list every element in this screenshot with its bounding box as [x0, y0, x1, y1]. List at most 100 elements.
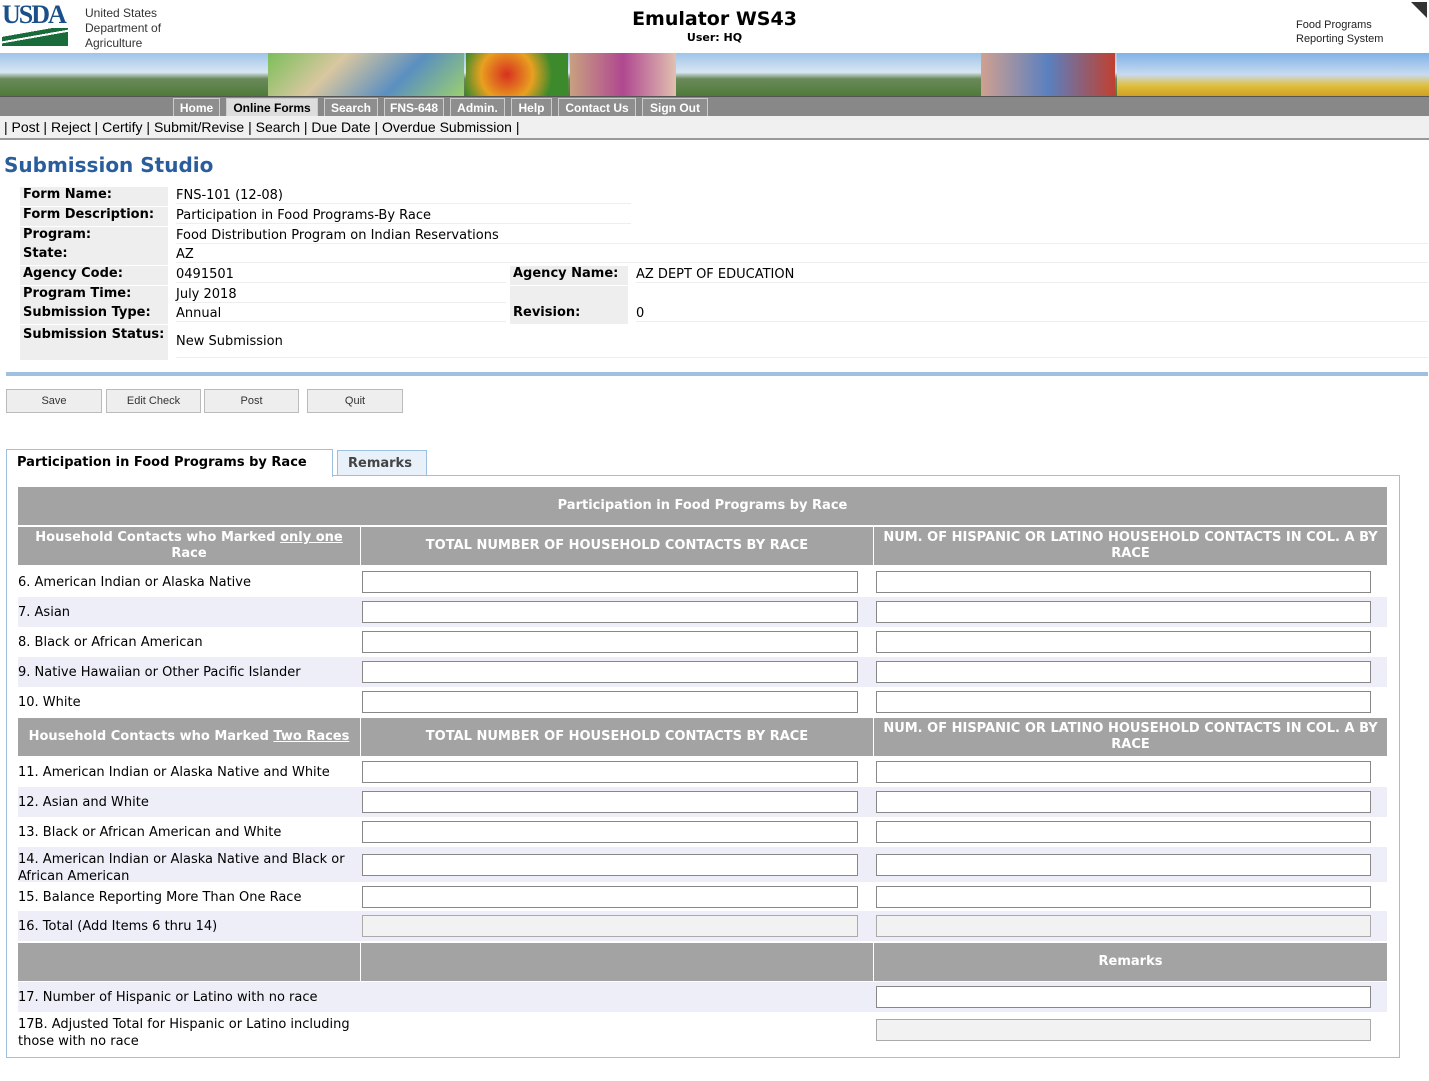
section-header-text: Household Contacts who Marked — [35, 530, 281, 545]
nav-home[interactable]: Home — [173, 98, 220, 116]
agency-code-label: Agency Code: — [20, 266, 168, 285]
revision-label: Revision: — [510, 305, 628, 324]
section-header: Household Contacts who Marked Two Races — [18, 718, 360, 756]
section-header-underline: only one — [280, 530, 343, 545]
row-label: 15. Balance Reporting More Than One Race — [18, 890, 302, 905]
program-value: Food Distribution Program on Indian Rese… — [176, 228, 1428, 244]
col-a-input[interactable] — [362, 791, 858, 813]
subnav-submit-revise[interactable]: Submit/Revise — [153, 119, 245, 135]
col-b-input[interactable] — [876, 885, 1371, 908]
corner-icon — [1411, 2, 1427, 18]
submission-status-value: New Submission — [176, 334, 1428, 358]
col-a-input[interactable] — [362, 885, 858, 908]
row-label: 6. American Indian or Alaska Native — [18, 575, 251, 590]
col-b-input[interactable] — [876, 761, 1371, 783]
tab-participation[interactable]: Participation in Food Programs by Race — [6, 449, 333, 477]
row-label: 7. Asian — [18, 605, 71, 620]
col-a-input — [362, 915, 858, 937]
submission-type-label: Submission Type: — [20, 305, 168, 324]
col-b-input[interactable] — [876, 631, 1371, 653]
col-b-input[interactable] — [876, 853, 1371, 876]
nav-admin-[interactable]: Admin. — [450, 98, 505, 116]
form-name-value: FNS-101 (12-08) — [176, 188, 631, 204]
revision-value: 0 — [636, 306, 1428, 322]
nav-search[interactable]: Search — [324, 98, 378, 116]
row-label: 14. American Indian or Alaska Native and… — [18, 852, 345, 884]
banner-image — [0, 53, 1429, 96]
table-title: Participation in Food Programs by Race — [18, 487, 1387, 525]
col-a-header: TOTAL NUMBER OF HOUSEHOLD CONTACTS BY RA… — [361, 718, 873, 756]
col-a-input[interactable] — [362, 821, 858, 843]
form-description-label: Form Description: — [20, 207, 168, 226]
remarks-header-blank — [18, 943, 360, 981]
row-label: 11. American Indian or Alaska Native and… — [18, 765, 330, 780]
program-label: Program: — [20, 227, 168, 246]
subnav-reject[interactable]: Reject — [50, 119, 91, 135]
department-name: United States Department of Agriculture — [85, 6, 162, 50]
tab-remarks[interactable]: Remarks — [337, 450, 427, 475]
user-label: User: HQ — [686, 31, 743, 44]
subnav-due-date[interactable]: Due Date — [311, 119, 371, 135]
state-label: State: — [20, 246, 168, 265]
section-header: Household Contacts who Marked only one R… — [18, 527, 360, 565]
col-a-input[interactable] — [362, 691, 858, 713]
col-a-input[interactable] — [362, 661, 858, 683]
program-time-value: July 2018 — [176, 287, 506, 303]
col-a-input[interactable] — [362, 601, 858, 623]
app-title: Emulator WS43 — [632, 8, 797, 30]
col-b-input[interactable] — [876, 601, 1371, 623]
col-b-input[interactable] — [876, 821, 1371, 843]
state-value: AZ — [176, 247, 1428, 263]
save-button[interactable]: Save — [6, 389, 102, 413]
nav-online-forms[interactable]: Online Forms — [226, 98, 318, 116]
col-a-input[interactable] — [362, 853, 858, 876]
page-title: Submission Studio — [4, 153, 214, 177]
col-b-input[interactable] — [876, 571, 1371, 593]
row-label: 17B. Adjusted Total for Hispanic or Lati… — [18, 1017, 350, 1049]
system-name: Food Programs Reporting System — [1296, 19, 1384, 45]
col-b-input[interactable] — [876, 661, 1371, 683]
col-b-input — [876, 915, 1371, 937]
nav-contact-us[interactable]: Contact Us — [558, 98, 636, 116]
col-a-input[interactable] — [362, 631, 858, 653]
remarks-header-blank — [361, 943, 873, 981]
col-a-header: TOTAL NUMBER OF HOUSEHOLD CONTACTS BY RA… — [361, 527, 873, 565]
row-label: 16. Total (Add Items 6 thru 14) — [18, 919, 218, 934]
col-b-header: NUM. OF HISPANIC OR LATINO HOUSEHOLD CON… — [874, 527, 1387, 565]
col-b-input — [876, 1019, 1371, 1041]
empty-label — [510, 286, 628, 305]
nav-help[interactable]: Help — [511, 98, 552, 116]
subnav-search[interactable]: Search — [255, 119, 300, 135]
edit-check-button[interactable]: Edit Check — [106, 389, 201, 413]
subnav-certify[interactable]: Certify — [102, 119, 143, 135]
sub-nav: | Post | Reject | Certify | Submit/Revis… — [0, 116, 1429, 140]
row-label: 17. Number of Hispanic or Latino with no… — [18, 990, 318, 1005]
row-label: 9. Native Hawaiian or Other Pacific Isla… — [18, 665, 301, 680]
col-a-input[interactable] — [362, 761, 858, 783]
nav-sign-out[interactable]: Sign Out — [642, 98, 708, 116]
col-b-input[interactable] — [876, 691, 1371, 713]
quit-button[interactable]: Quit — [307, 389, 403, 413]
col-b-input[interactable] — [876, 986, 1371, 1008]
post-button[interactable]: Post — [204, 389, 299, 413]
form-description-value: Participation in Food Programs-By Race — [176, 208, 631, 224]
col-b-input[interactable] — [876, 791, 1371, 813]
submission-status-label: Submission Status: — [20, 325, 168, 360]
usda-logo: USDA — [2, 2, 68, 48]
agency-name-label: Agency Name: — [510, 266, 628, 285]
submission-type-value: Annual — [176, 306, 506, 322]
nav-fns-648[interactable]: FNS-648 — [384, 98, 444, 116]
section-header-text: Household Contacts who Marked — [28, 729, 274, 744]
program-time-label: Program Time: — [20, 286, 168, 305]
main-nav: Home Online Forms Search FNS-648 Admin. Help C… — [0, 96, 1429, 116]
row-label: 10. White — [18, 695, 81, 710]
header: USDA United States Department of Agricultu… — [0, 0, 1429, 53]
subnav-overdue-submission[interactable]: Overdue Submission — [382, 119, 512, 135]
agency-code-value: 0491501 — [176, 267, 506, 283]
col-b-header: NUM. OF HISPANIC OR LATINO HOUSEHOLD CON… — [874, 718, 1387, 756]
subnav-post[interactable]: Post — [11, 119, 40, 135]
col-a-input[interactable] — [362, 571, 858, 593]
tab-panel — [6, 475, 1400, 1058]
agency-name-value: AZ DEPT OF EDUCATION — [636, 267, 1428, 283]
section-header-underline: Two Races — [273, 729, 350, 744]
